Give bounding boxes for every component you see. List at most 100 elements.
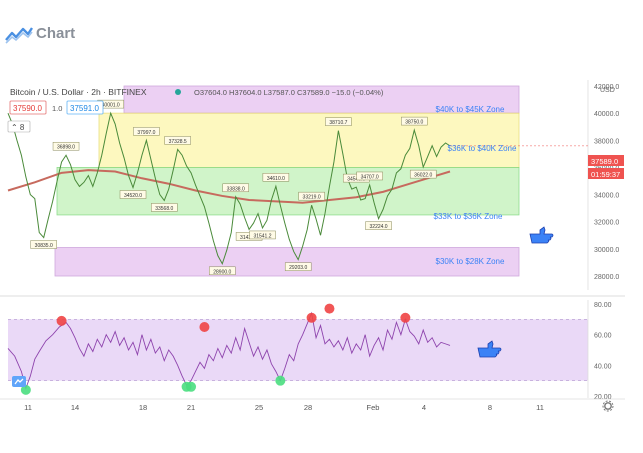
- price-annotation: 32224.0: [370, 224, 388, 230]
- symbol-legend: Bitcoin / U.S. Dollar · 2h · BITFINEX: [10, 87, 147, 97]
- price-annotation: 40001.0: [102, 103, 120, 109]
- zone-label: $40K to $45K Zone: [436, 105, 505, 114]
- annotation-box: [249, 230, 276, 240]
- pointing-hand-icon: [529, 226, 554, 244]
- rsi-pane: 20.00 40.00 60.00 80.00: [7, 300, 612, 401]
- price-axis: USD 37589.0 01:59:37: [588, 87, 624, 179]
- rsi-tick-label: 40.00: [594, 363, 612, 370]
- overbought-marker: [199, 322, 210, 332]
- price-tick-label: 28000.0: [594, 274, 619, 281]
- price-annotation: 33219.0: [303, 195, 321, 201]
- last-price: 37589.0: [591, 157, 618, 166]
- sell-price: 37590.0: [13, 104, 42, 113]
- collapse-legend-button[interactable]: [7, 120, 31, 133]
- annotation-box: [164, 136, 191, 145]
- time-tick-label: 8: [488, 403, 492, 412]
- countdown-tag: [588, 168, 624, 179]
- annotation-box: [151, 203, 178, 212]
- page-title: Chart: [36, 25, 76, 42]
- zone-label: $30K to $28K Zone: [436, 257, 505, 266]
- overbought-marker: [400, 312, 411, 323]
- rsi-tick-label: 80.00: [594, 302, 612, 309]
- buy-button[interactable]: [66, 100, 104, 115]
- chart-header: Chart: [0, 0, 643, 70]
- price-annotation: 36898.0: [57, 145, 75, 151]
- annotation-box: [409, 169, 437, 179]
- annotation-box: [209, 266, 236, 276]
- oversold-marker: [20, 384, 31, 395]
- price-annotation: 29203.0: [289, 265, 307, 271]
- time-tick-label: 11: [536, 403, 544, 412]
- pointing-hand-icon: [477, 340, 502, 358]
- price-annotation: 34549.0: [347, 177, 365, 183]
- time-tick-label: 11: [24, 403, 32, 412]
- price-tick-label: 42000.0: [594, 84, 619, 91]
- price-annotation: 38750.0: [405, 120, 423, 126]
- annotation-box: [401, 116, 428, 126]
- ohlc-values: O37604.0 H37604.0 L37587.0 C37589.0 −15.…: [194, 88, 384, 97]
- last-price-tag: [588, 155, 624, 166]
- price-annotation: 30835.0: [35, 243, 53, 249]
- time-tick-label: 18: [139, 403, 147, 412]
- hand-icons: [12, 226, 614, 412]
- annotation-box: [365, 221, 392, 230]
- zone-rect: [98, 112, 520, 168]
- zone-labels: $40K to $45K Zone $36K to $40K Zone $33K t…: [434, 105, 517, 266]
- annotation-box: [325, 117, 352, 126]
- price-annotation: 28900.0: [213, 269, 231, 275]
- price-annotation: 33568.0: [155, 206, 173, 212]
- currency-label: USD: [600, 87, 615, 94]
- time-tick-label: Feb: [367, 403, 380, 412]
- rsi-tick-label: 60.00: [594, 333, 612, 340]
- rsi-tick-label: 20.00: [594, 394, 612, 401]
- price-annotation: 31433.4: [240, 235, 258, 241]
- price-annotation: 34610.0: [267, 176, 285, 182]
- annotation-box: [284, 262, 312, 271]
- overbought-marker: [306, 312, 317, 323]
- annotation-box: [133, 127, 160, 136]
- time-tick-label: 14: [71, 403, 79, 412]
- annotation-box: [262, 173, 290, 182]
- price-annotation: 38710.7: [329, 120, 347, 126]
- time-tick-label: 25: [255, 403, 263, 412]
- zone-label: $33K to $36K Zone: [434, 212, 503, 221]
- price-tick-label: 40000.0: [594, 111, 619, 118]
- annotation-box: [222, 183, 249, 193]
- time-tick-label: 21: [187, 403, 195, 412]
- price-annotations: 40001.0 36898.0 37997.0 37328.5 38710.7 38750…: [30, 99, 437, 276]
- drawing-tool-icon[interactable]: [12, 376, 26, 387]
- price-annotation: 36022.0: [414, 173, 432, 179]
- price-annotation: 37328.5: [169, 139, 187, 145]
- chart-logo-icon: [5, 27, 33, 44]
- sell-button[interactable]: [9, 100, 47, 115]
- price-line: [7, 111, 451, 266]
- oversold-marker: [275, 375, 286, 386]
- price-annotation: 34520.0: [124, 193, 142, 199]
- price-tick-label: 32000.0: [594, 220, 619, 227]
- annotation-box: [119, 190, 147, 199]
- chevron-up-icon: ⌃ 8: [11, 123, 25, 132]
- overbought-marker: [56, 315, 67, 326]
- oversold-marker: [186, 381, 197, 392]
- zone-rect: [54, 247, 520, 277]
- time-tick-label: 4: [422, 403, 426, 412]
- price-tick-label: 34000.0: [594, 193, 619, 200]
- settings-gear-icon[interactable]: [602, 400, 614, 412]
- live-dot-icon: [175, 89, 181, 95]
- price-annotation: 37997.0: [137, 130, 155, 136]
- spread-value: 1.0: [52, 104, 62, 113]
- annotation-box: [52, 141, 80, 151]
- price-annotation: 33838.0: [227, 186, 245, 192]
- zone-rect: [123, 85, 520, 114]
- chart-legend: Bitcoin / U.S. Dollar · 2h · BITFINEX O3…: [7, 87, 384, 133]
- time-tick-label: 28: [304, 403, 312, 412]
- price-tick-label: 30000.0: [594, 247, 619, 254]
- overbought-marker: [324, 303, 335, 314]
- bar-countdown: 01:59:37: [591, 170, 620, 179]
- buy-price: 37591.0: [70, 104, 99, 113]
- price-lines: [7, 111, 588, 266]
- zone-label: $36K to $40K Zone: [448, 144, 517, 153]
- price-annotation: 31541.2: [253, 233, 271, 239]
- annotation-box: [356, 171, 383, 181]
